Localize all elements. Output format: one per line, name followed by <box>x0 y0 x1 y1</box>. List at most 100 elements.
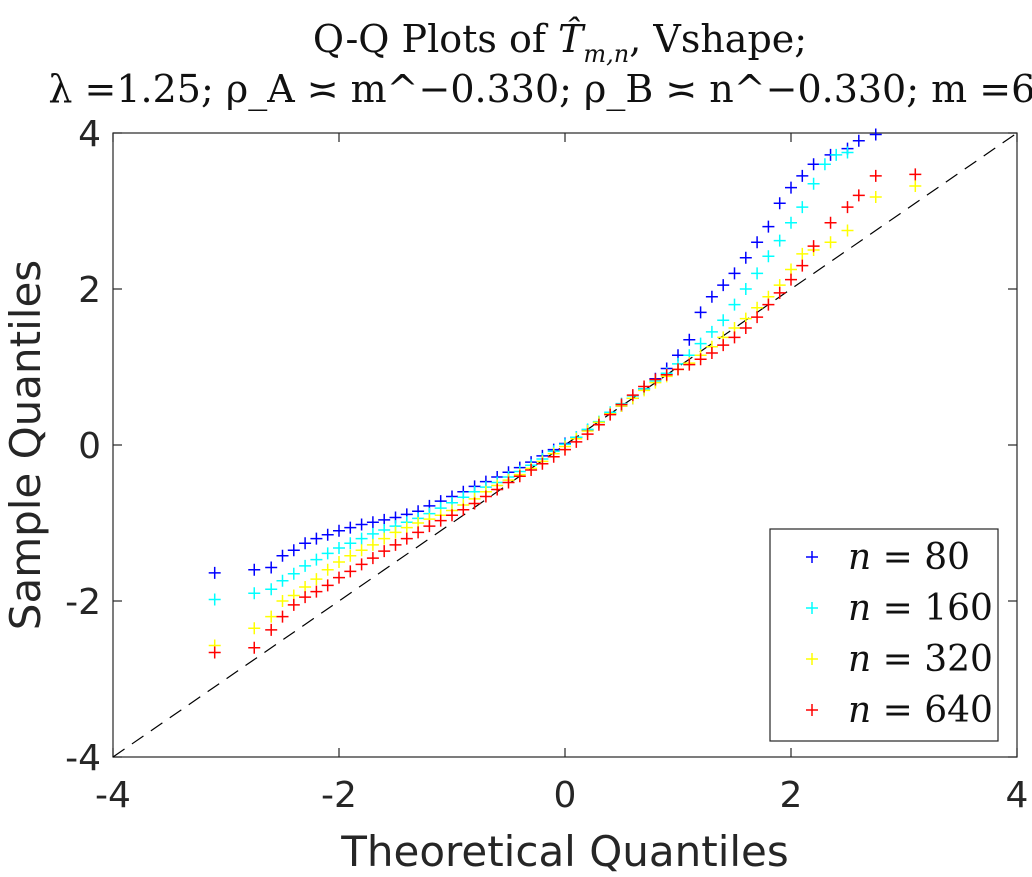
data-point <box>333 541 345 554</box>
data-point <box>321 528 334 541</box>
data-point <box>276 549 289 562</box>
data-point <box>333 556 345 568</box>
y-tick-label: -2 <box>65 582 101 623</box>
data-point <box>773 286 786 299</box>
data-point <box>355 532 368 545</box>
data-point <box>604 408 617 421</box>
data-point <box>762 220 775 233</box>
data-point <box>694 306 707 319</box>
data-point <box>660 368 673 381</box>
data-point <box>785 181 797 194</box>
legend-marker <box>806 551 818 563</box>
data-point <box>400 521 413 534</box>
data-point <box>626 389 639 402</box>
data-point <box>355 544 368 557</box>
legend: n = 80 n = 160 n = 320 n = 640 <box>769 528 999 742</box>
axis-ticks <box>112 132 1018 758</box>
legend-label: n = 640 <box>848 690 993 731</box>
legend-box <box>769 528 999 742</box>
y-axis-label: Sample Quantiles <box>1 260 50 630</box>
data-point <box>683 333 696 346</box>
data-point <box>344 549 357 562</box>
data-point <box>824 216 837 229</box>
data-point <box>796 169 809 182</box>
legend-label: n = 80 <box>848 537 970 578</box>
data-point <box>762 298 775 311</box>
data-point <box>852 134 865 147</box>
data-point <box>208 646 221 659</box>
data-point <box>796 247 809 260</box>
data-point <box>287 598 300 611</box>
data-point <box>333 524 345 537</box>
data-point <box>344 537 357 550</box>
y-tick-label: 4 <box>78 114 101 155</box>
legend-marker <box>806 602 818 614</box>
data-point <box>570 435 583 448</box>
y-tick-label: -4 <box>65 738 101 779</box>
data-point <box>248 622 261 635</box>
data-point <box>310 532 323 545</box>
y-tick-label: 0 <box>78 426 101 467</box>
data-point <box>705 290 718 303</box>
data-point <box>299 580 312 593</box>
x-axis-label: Theoretical Quantiles <box>340 827 789 876</box>
data-point <box>310 553 323 566</box>
data-point <box>265 623 278 636</box>
data-point <box>457 503 470 516</box>
data-point <box>717 279 730 292</box>
data-point <box>672 363 684 376</box>
data-point <box>276 595 289 607</box>
data-point <box>355 558 368 571</box>
legend-marker <box>806 704 818 716</box>
data-point <box>796 201 809 214</box>
data-point <box>423 520 436 533</box>
data-point <box>869 169 882 182</box>
data-point <box>287 567 300 580</box>
data-points <box>208 128 922 659</box>
data-point <box>321 547 334 560</box>
data-point <box>366 516 379 529</box>
data-point <box>525 463 538 476</box>
data-point <box>615 398 628 411</box>
data-point <box>581 428 594 441</box>
chart-title-line1: Q-Q Plots of T̂m,n, Vshape; <box>313 17 807 68</box>
data-point <box>265 610 278 623</box>
data-point <box>287 544 300 557</box>
data-point <box>728 298 741 311</box>
data-point <box>248 641 261 654</box>
data-point <box>479 490 492 503</box>
data-point <box>378 532 391 545</box>
data-point <box>389 526 402 539</box>
data-point <box>841 146 854 159</box>
data-point <box>818 158 831 171</box>
x-tick-label: 0 <box>554 775 577 816</box>
data-point <box>378 513 391 526</box>
legend-label: n = 320 <box>848 639 993 680</box>
data-point <box>468 497 481 510</box>
data-point <box>841 201 854 214</box>
data-point <box>694 337 707 350</box>
chart-title-line2: λ =1.25; ρ_A ≍ m^−0.330; ρ_B ≍ n^−0.330;… <box>48 67 1032 112</box>
data-point <box>389 538 402 551</box>
data-point <box>536 457 549 470</box>
data-point <box>310 573 323 586</box>
data-point <box>869 128 882 141</box>
data-point <box>773 197 786 210</box>
data-point <box>434 514 447 527</box>
data-point <box>299 559 312 572</box>
data-point <box>446 509 458 522</box>
data-point <box>366 527 379 540</box>
x-tick-label: -2 <box>321 775 357 816</box>
data-point <box>491 483 504 496</box>
data-point <box>909 168 922 181</box>
data-point <box>412 526 425 539</box>
data-point <box>739 283 752 295</box>
data-point <box>248 563 261 576</box>
axis-tick-labels: -4 -2 0 2 4 -4 -2 0 2 4 <box>65 114 1028 816</box>
data-point <box>705 346 718 359</box>
data-point <box>321 563 334 576</box>
data-point <box>751 236 764 249</box>
data-point <box>762 250 775 263</box>
data-point <box>739 322 752 334</box>
x-tick-label: -4 <box>95 775 131 816</box>
